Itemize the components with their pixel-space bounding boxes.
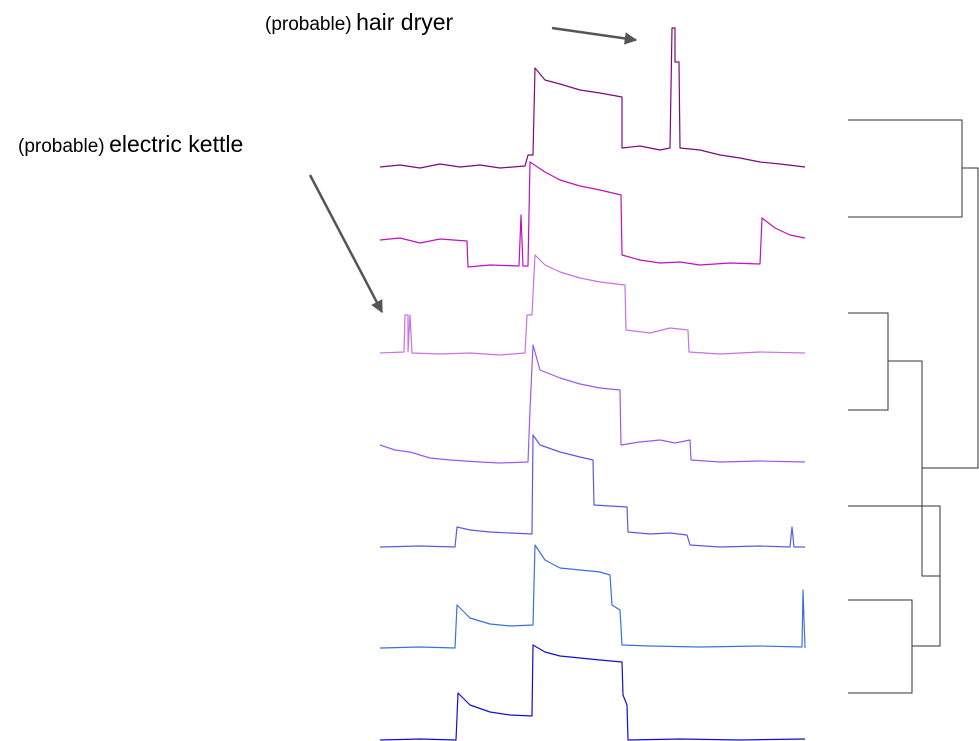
arrow <box>308 174 384 314</box>
branch <box>922 167 979 469</box>
branch <box>848 599 913 694</box>
annotation-prefix: (probable) <box>265 14 352 35</box>
traces <box>379 27 806 741</box>
annotation-label: electric kettle <box>109 131 243 157</box>
annotation-text: (probable) electric kettle <box>18 131 243 157</box>
annotation-label: hair dryer <box>356 9 453 35</box>
trace <box>379 27 806 169</box>
branch <box>848 119 963 218</box>
dendrogram <box>848 119 979 694</box>
trace <box>379 544 806 649</box>
trace <box>379 434 805 548</box>
branch <box>848 312 889 411</box>
trace <box>379 254 806 356</box>
arrow <box>551 26 638 45</box>
annotation: (probable) hair dryer <box>265 9 638 45</box>
annotation-text: (probable) hair dryer <box>265 9 454 35</box>
trace <box>379 161 806 268</box>
trace <box>379 644 806 741</box>
annotation-prefix: (probable) <box>18 136 105 157</box>
trace <box>379 344 806 464</box>
annotation: (probable) electric kettle <box>18 131 384 314</box>
